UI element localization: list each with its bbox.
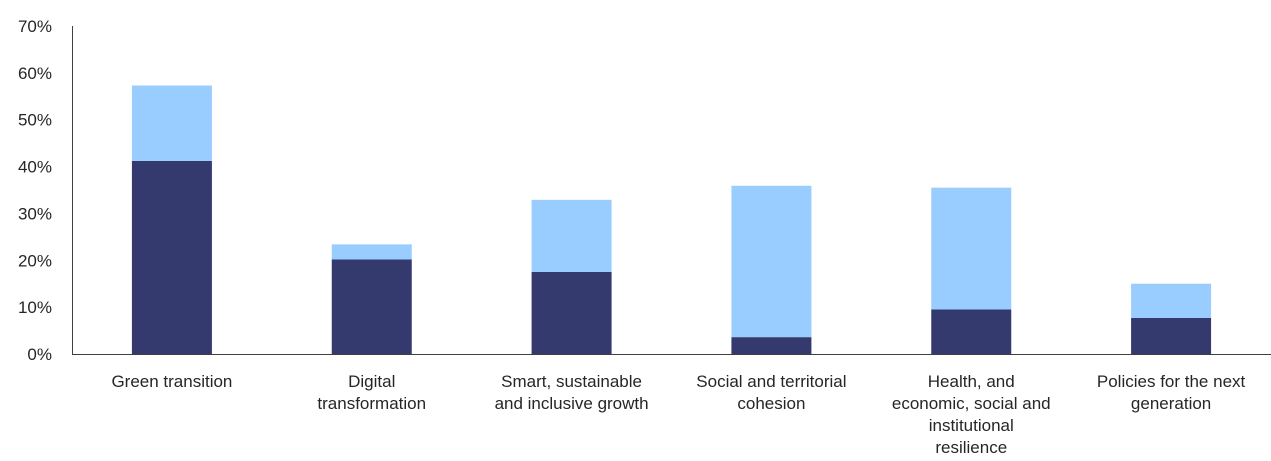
x-category-label-line: resilience (935, 438, 1007, 457)
y-tick-label: 40% (18, 158, 52, 177)
bars-group (131, 85, 1212, 354)
y-tick-label: 10% (18, 298, 52, 317)
x-category-label-line: Smart, sustainable (501, 372, 642, 391)
x-category-label: Health, and economic, social and instituti… (892, 372, 1051, 457)
y-tick-label: 60% (18, 64, 52, 83)
bar-segment-series-1 (131, 160, 212, 354)
bar-segment-series-2 (331, 244, 412, 260)
y-tick-label: 20% (18, 251, 52, 270)
y-tick-label: 50% (18, 111, 52, 130)
x-category-label-line: generation (1131, 394, 1211, 413)
y-axis-ticks: 0% 10% 20% 30% 40% 50% 60% 70% (18, 17, 52, 364)
bar-segment-series-1 (331, 259, 412, 354)
x-axis-category-labels: Green transition Digital transformation Sma… (111, 372, 1245, 457)
bar-segment-series-2 (1131, 283, 1212, 318)
x-category-label-line: Digital (348, 372, 395, 391)
x-category-label: Digital transformation (317, 372, 426, 413)
bar-segment-series-2 (731, 185, 812, 338)
x-category-label: Green transition (111, 372, 232, 391)
x-category-label-line: transformation (317, 394, 426, 413)
y-tick-label: 30% (18, 204, 52, 223)
x-category-label-line: cohesion (737, 394, 805, 413)
x-category-label-line: and inclusive growth (495, 394, 649, 413)
x-category-label: Smart, sustainable and inclusive growth (495, 372, 649, 413)
x-category-label-line: Green transition (111, 372, 232, 391)
y-tick-label: 70% (18, 17, 52, 36)
bar-segment-series-1 (931, 309, 1012, 354)
bar-segment-series-1 (531, 272, 612, 354)
x-category-label-line: Policies for the next (1097, 372, 1246, 391)
bar-segment-series-2 (531, 199, 612, 272)
y-tick-label: 0% (27, 345, 52, 364)
bar-segment-series-1 (1131, 317, 1212, 354)
x-category-label: Policies for the next generation (1097, 372, 1246, 413)
bar-segment-series-1 (731, 337, 812, 354)
bar-segment-series-2 (131, 85, 212, 161)
x-category-label-line: Social and territorial (696, 372, 846, 391)
x-category-label: Social and territorial cohesion (696, 372, 846, 413)
x-category-label-line: institutional (929, 416, 1014, 435)
x-category-label-line: Health, and (928, 372, 1015, 391)
bar-segment-series-2 (931, 187, 1012, 310)
x-category-label-line: economic, social and (892, 394, 1051, 413)
